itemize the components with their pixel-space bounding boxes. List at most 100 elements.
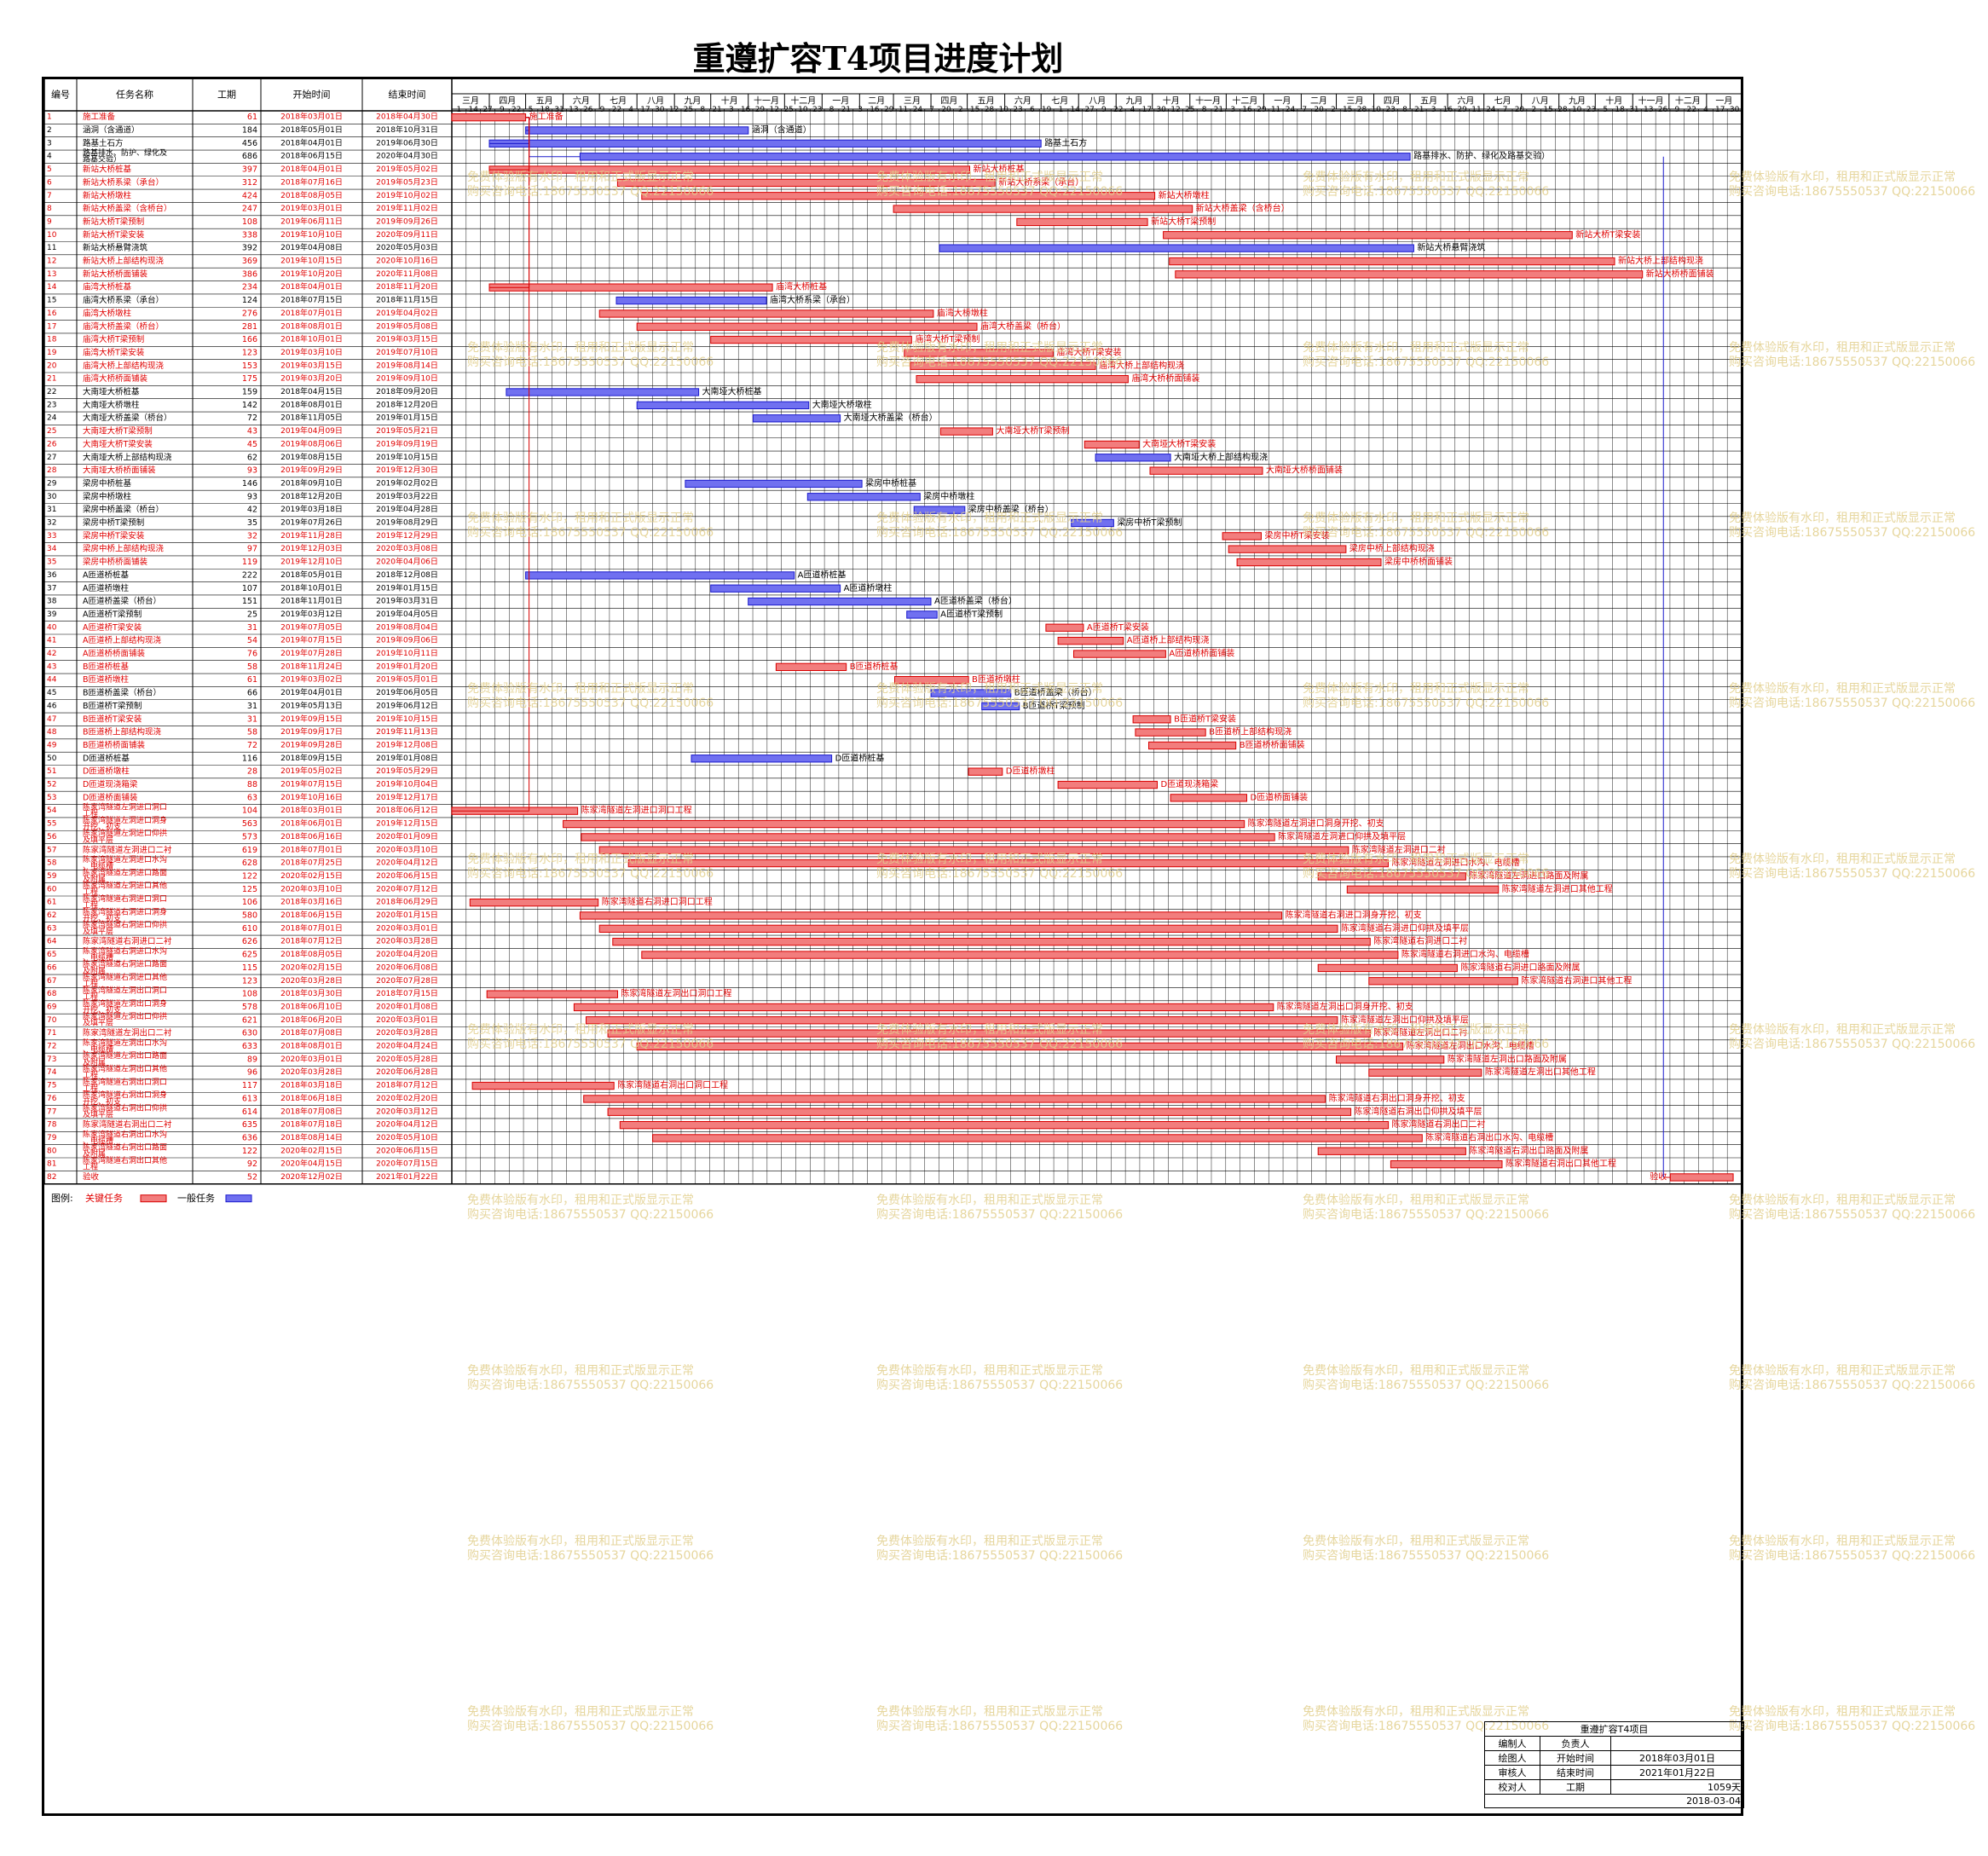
critical-task-bar [641,951,1399,959]
task-name: 陈家湾隧道左洞出口仰拱 [83,1011,167,1021]
task-duration: 63 [247,793,257,802]
task-duration: 636 [242,1133,257,1142]
critical-task-bar [916,375,1129,384]
bar-label: 陈家湾隧道左洞进口仰拱及填平层 [1278,830,1406,841]
bar-label: 庙湾大桥上部结构现浇 [1099,360,1184,371]
task-duration: 619 [242,846,257,855]
task-name: 梁房中桥盖梁（桥台） [83,505,164,515]
bar-label: 梁房中桥盖梁（桥台） [968,504,1054,515]
day-label: 1 [457,106,462,114]
task-name: B匝道桥桩基 [83,662,130,672]
task-start: 2019年12月03日 [280,543,343,553]
task-end: 2020年11月08日 [376,269,438,279]
critical-task-bar [598,309,934,318]
day-label: 23 [1013,106,1022,114]
critical-task-bar [894,676,969,685]
task-end: 2019年03月15日 [376,334,438,344]
task-name: 陈家湾隧道左洞进口其他 [83,881,167,891]
task-end: 2020年01月09日 [376,831,438,841]
month-label: 二月 [1310,96,1327,107]
bar-label: 陈家湾隧道右洞出口洞身开挖、初支 [1329,1092,1465,1103]
task-id: 65 [47,951,56,959]
task-id: 56 [47,833,57,841]
task-name: 涵洞（含通道） [83,125,140,136]
task-name: 新站大桥上部结构现浇 [83,256,165,266]
month-label: 一月 [1274,96,1291,107]
task-duration: 635 [242,1120,257,1130]
month-label: 五月 [1420,96,1437,107]
task-end: 2019年08月14日 [376,360,438,370]
task-name: 陈家湾隧道右洞进口洞口 [83,893,167,904]
day-label: 23 [812,106,822,114]
title-block-label: 结束时间 [1540,1765,1611,1780]
task-name: 陈家湾隧道右洞出口二衬 [83,1119,172,1130]
bar-label: 陈家湾隧道左洞出口路面及附属 [1448,1053,1567,1064]
task-id: 70 [47,1016,57,1025]
task-start: 2019年04月09日 [280,425,343,436]
day-label: 8 [700,106,705,114]
task-id: 16 [47,309,57,318]
task-name: A匝道桥T梁安装 [83,622,142,633]
day-label: 17 [1715,106,1725,114]
task-name: 陈家湾隧道左洞进口仰拱 [83,828,167,838]
task-name: 陈家湾隧道右洞进口其他 [83,972,167,982]
task-duration: 580 [242,911,257,921]
task-start: 2019年12月10日 [280,557,343,567]
title-block-value: 2018年03月01日 [1609,1750,1745,1766]
normal-task-bar [525,126,749,135]
task-id: 57 [47,846,56,854]
task-name: 、电缆槽 [83,952,113,963]
day-label: 29 [884,106,894,114]
title-block-label: 编制人 [1483,1736,1541,1751]
task-start: 2018年06月16日 [280,831,343,841]
task-end: 2019年10月04日 [376,779,438,789]
critical-task-bar [598,846,1349,854]
task-start: 2018年05月01日 [280,570,343,580]
bar-label: 大南垭大桥T梁预制 [996,425,1069,437]
bar-label: B匝道桥上部结构现浇 [1209,726,1292,737]
task-duration: 106 [242,898,257,907]
task-start: 2019年03月20日 [280,373,343,384]
task-end: 2019年05月02日 [376,164,438,174]
legend-normal-swatch [225,1194,252,1203]
task-name: B匝道桥T梁安装 [83,714,142,724]
bar-label: 路基排水、防护、绿化及路基交验） [1413,150,1550,161]
task-name: 陈家湾隧道右洞进口水沟 [83,945,167,956]
day-label: 9 [500,106,505,114]
task-id: 81 [47,1160,56,1169]
task-id: 10 [47,231,57,240]
task-id: 58 [47,859,57,868]
task-name: 陈家湾隧道左洞出口水沟 [83,1038,167,1048]
day-label: 29 [755,106,766,114]
month-label: 十月 [1605,95,1622,107]
task-id: 36 [47,571,57,580]
task-end: 2019年12月30日 [376,465,438,475]
day-label: 8 [829,106,835,114]
month-label: 十二月 [1675,95,1701,107]
task-end: 2020年03月01日 [376,1015,438,1025]
title-block-label: 绘图人 [1483,1750,1541,1766]
task-end: 2020年04月12日 [376,1119,438,1130]
bar-label: 大南垭大桥墩柱 [812,399,872,410]
task-name: 新站大桥T梁安装 [83,229,145,240]
task-id: 68 [47,990,57,998]
task-id: 13 [47,270,56,279]
critical-task-bar [451,113,527,122]
task-duration: 247 [242,205,257,214]
task-name: 及附属 [83,965,106,975]
critical-task-bar [1057,780,1158,789]
day-label: 4 [1130,106,1136,114]
month-label: 四月 [1384,96,1401,107]
task-name: 开挖、初支 [83,913,121,923]
task-duration: 88 [247,780,257,789]
task-start: 2018年06月01日 [280,818,343,829]
task-start: 2020年03月10日 [280,883,343,893]
task-end: 2019年10月11日 [376,648,438,658]
bar-label: A匝道桥T梁安装 [1087,622,1149,633]
task-name: 工程 [83,1084,98,1093]
task-name: 大南垭大桥T梁预制 [83,426,153,437]
dependency-links [452,117,1671,1178]
task-name: 及填平层 [83,1109,113,1119]
bar-label: 大南垭大桥上部结构现浇 [1174,451,1268,462]
